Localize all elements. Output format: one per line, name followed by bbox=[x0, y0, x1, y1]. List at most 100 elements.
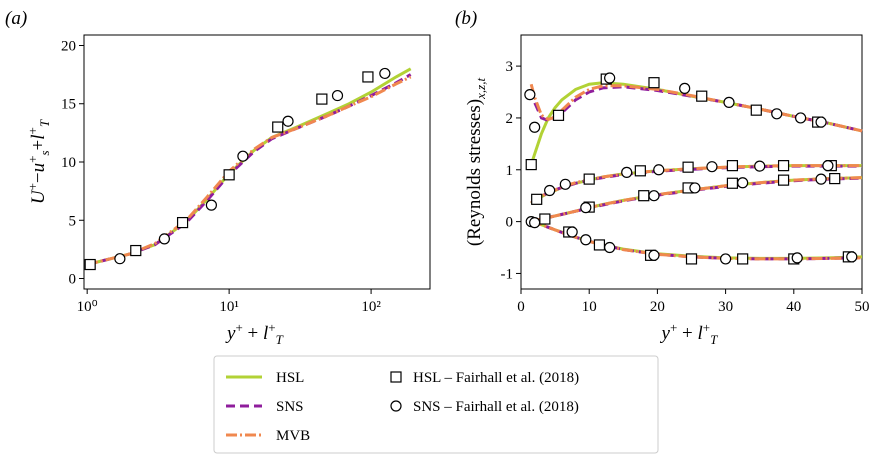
y-tick-label: -1 bbox=[501, 266, 514, 282]
data-marker bbox=[583, 173, 595, 185]
panel-label: (a) bbox=[5, 8, 27, 29]
data-marker bbox=[815, 173, 827, 185]
legend-marker bbox=[390, 371, 402, 383]
data-marker bbox=[205, 199, 217, 211]
label-part: T bbox=[37, 119, 52, 127]
data-marker bbox=[726, 177, 739, 189]
label-part: u bbox=[28, 163, 49, 173]
y-tick-label: 0 bbox=[69, 272, 77, 288]
x-tick-label: 10⁰ bbox=[77, 299, 98, 315]
series-line bbox=[86, 67, 412, 266]
legend-label: HSL bbox=[276, 370, 304, 386]
data-marker bbox=[130, 244, 142, 257]
label-part: T bbox=[710, 332, 718, 347]
data-marker bbox=[176, 216, 189, 229]
series-line bbox=[530, 164, 862, 205]
data-marker bbox=[524, 89, 536, 101]
data-marker bbox=[566, 226, 578, 238]
label-part: + bbox=[268, 320, 275, 335]
label-part: l bbox=[28, 134, 49, 139]
data-marker bbox=[679, 82, 691, 94]
series-line bbox=[529, 83, 863, 133]
data-marker bbox=[737, 177, 749, 189]
data-marker bbox=[634, 165, 646, 177]
x-tick-label: 20 bbox=[650, 299, 665, 315]
data-marker bbox=[282, 115, 294, 127]
data-marker bbox=[685, 253, 698, 265]
y-tick-label: 20 bbox=[61, 38, 76, 54]
data-marker bbox=[114, 253, 126, 265]
x-tick-label: 10² bbox=[361, 299, 381, 315]
data-marker bbox=[580, 234, 592, 246]
label-part: T bbox=[276, 332, 284, 347]
data-marker bbox=[529, 121, 541, 133]
data-marker bbox=[379, 67, 391, 80]
label-part: + bbox=[677, 323, 697, 344]
data-marker bbox=[604, 241, 616, 254]
legend-label: SNS bbox=[276, 399, 304, 415]
data-marker bbox=[604, 72, 616, 84]
data-marker bbox=[272, 121, 284, 133]
label-part: − bbox=[28, 172, 49, 183]
series-line bbox=[530, 220, 863, 261]
data-marker bbox=[237, 150, 249, 162]
data-marker bbox=[719, 253, 732, 265]
plot-frame bbox=[520, 34, 863, 290]
data-marker bbox=[316, 93, 328, 105]
label-part: l bbox=[263, 323, 268, 344]
data-marker bbox=[682, 161, 694, 173]
y-tick-label: 0 bbox=[506, 215, 514, 231]
data-marker bbox=[544, 184, 556, 197]
y-tick-label: 10 bbox=[61, 155, 76, 171]
data-marker bbox=[754, 160, 766, 172]
data-marker bbox=[559, 178, 571, 190]
label-part: l bbox=[698, 323, 703, 344]
label-part: + bbox=[670, 320, 677, 335]
data-marker bbox=[696, 90, 708, 102]
label-part: + bbox=[703, 320, 710, 335]
data-marker bbox=[362, 71, 374, 83]
label-part: y bbox=[660, 323, 671, 344]
x-axis-label: y+ + l+T bbox=[225, 320, 284, 347]
data-marker bbox=[795, 112, 807, 124]
data-marker bbox=[737, 253, 749, 265]
data-marker bbox=[648, 190, 660, 202]
label-part: + bbox=[25, 156, 40, 163]
y-axis-label: U+−u+s+l+T bbox=[25, 119, 52, 204]
label-part: y bbox=[225, 323, 236, 344]
y-tick-label: 2 bbox=[506, 111, 514, 127]
label-part: + bbox=[25, 183, 40, 190]
data-marker bbox=[648, 77, 660, 89]
data-marker bbox=[621, 166, 633, 178]
x-tick-label: 10 bbox=[582, 299, 597, 315]
data-marker bbox=[726, 160, 739, 172]
data-marker bbox=[648, 249, 660, 261]
label-part: (Reynolds stresses) bbox=[464, 99, 485, 246]
data-marker bbox=[84, 258, 96, 271]
data-marker bbox=[777, 160, 790, 172]
label-part: s bbox=[37, 150, 52, 155]
x-axis-label: y+ + l+T bbox=[660, 320, 719, 347]
label-part: + bbox=[243, 323, 263, 344]
data-marker bbox=[525, 158, 537, 171]
data-marker bbox=[815, 116, 827, 128]
data-marker bbox=[539, 213, 551, 225]
data-marker bbox=[158, 233, 171, 245]
label-part: x,z,t bbox=[473, 78, 488, 100]
label-part: + bbox=[25, 127, 40, 134]
data-marker bbox=[706, 161, 718, 173]
data-marker bbox=[223, 169, 235, 181]
series-line bbox=[86, 75, 412, 266]
y-tick-label: 15 bbox=[61, 97, 76, 113]
data-marker bbox=[777, 174, 790, 186]
data-marker bbox=[593, 239, 606, 251]
data-marker bbox=[750, 104, 762, 116]
data-marker bbox=[529, 217, 541, 229]
x-tick-label: 30 bbox=[718, 299, 733, 315]
legend-label: HSL – Fairhall et al. (2018) bbox=[413, 370, 579, 386]
series-line bbox=[86, 73, 412, 266]
label-part: + bbox=[235, 320, 242, 335]
data-marker bbox=[791, 252, 803, 264]
legend-box bbox=[213, 355, 659, 454]
